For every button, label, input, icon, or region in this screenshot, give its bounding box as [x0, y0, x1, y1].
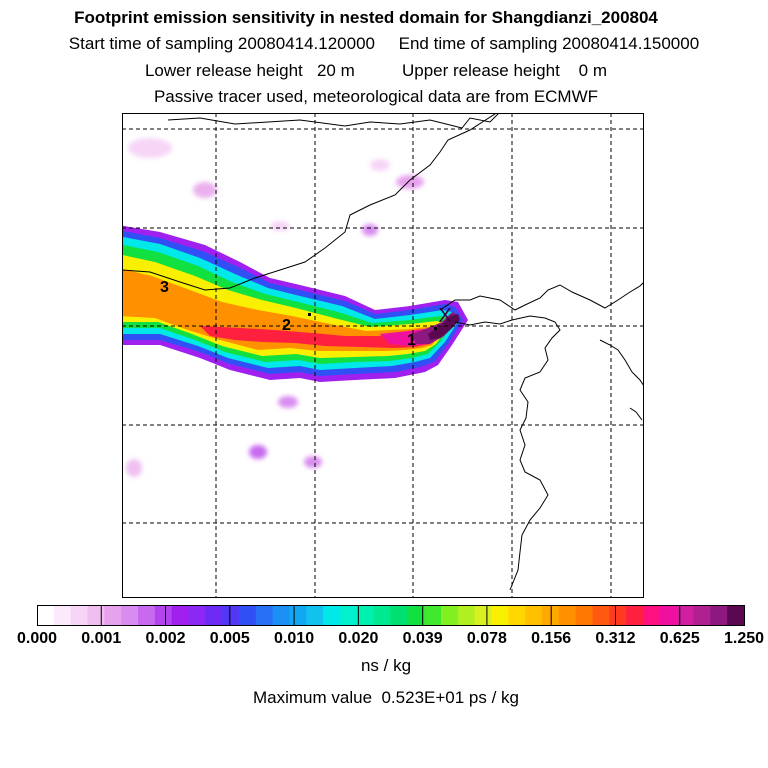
faint-patch: [362, 224, 378, 236]
colorbar-tick-label: 0.625: [659, 630, 700, 647]
colorbar-cell: [272, 605, 291, 625]
colorbar-frame: [37, 605, 745, 626]
faint-patch: [128, 138, 172, 158]
colorbar-cell: [255, 605, 274, 625]
plume-layer-orange: [122, 268, 442, 351]
colorbar-cell: [558, 605, 577, 625]
tracer-info-subtitle: Passive tracer used, meteorological data…: [153, 87, 599, 106]
colorbar-cell: [188, 605, 206, 625]
colorbar-units: ns / kg: [360, 656, 412, 675]
colorbar-cell: [710, 605, 728, 625]
graticule: [122, 113, 644, 598]
colorbar-cell: [323, 605, 341, 625]
coastline-islands: [599, 339, 644, 387]
chart-title: Footprint emission sensitivity in nested…: [74, 8, 658, 27]
colorbar-cell: [390, 605, 408, 625]
faint-patch: [249, 445, 267, 459]
colorbar-tick-label: 0.000: [16, 630, 58, 647]
colorbar-cell: [70, 605, 89, 625]
colorbar-tick-label: 0.312: [595, 630, 636, 647]
colorbar-tick-label: 0.010: [274, 630, 315, 647]
colorbar-cell: [508, 605, 526, 625]
release-height-subtitle: Lower release height 20 m Upper release …: [144, 61, 608, 80]
colorbar-cell: [373, 605, 392, 625]
faint-patch: [278, 396, 298, 408]
colorbar-tick-label: 0.001: [81, 630, 122, 647]
colorbar-cell: [693, 605, 711, 625]
faint-patches: [126, 138, 424, 477]
colorbar-cell: [676, 605, 695, 625]
colorbar-cell: [222, 605, 240, 625]
colorbar-cell: [53, 605, 72, 625]
colorbar-tick-label: 0.039: [402, 630, 443, 647]
colorbar-cell: [356, 605, 375, 625]
colorbar-cell: [289, 605, 307, 625]
faint-patch: [193, 182, 217, 198]
plume-label-3: 3: [160, 279, 169, 296]
colorbar-cell: [87, 605, 105, 625]
colorbar-cell: [121, 605, 139, 625]
colorbar-tick-label: 0.005: [209, 630, 250, 647]
colorbar-cell: [474, 605, 493, 625]
colorbar-cell: [171, 605, 190, 625]
colorbar-cell: [457, 605, 476, 625]
colorbar-cell: [37, 605, 55, 625]
colorbar-cell: [340, 605, 358, 625]
colorbar-cell: [626, 605, 644, 625]
colorbar-cell: [592, 605, 610, 625]
max-value-label: Maximum value 0.523E+01 ps / kg: [253, 688, 519, 707]
coastlines: [122, 113, 644, 591]
colorbar-cell: [727, 605, 745, 625]
colorbar-cell: [154, 605, 173, 625]
plume-label-1: 1: [407, 332, 416, 349]
plume-field: [122, 138, 468, 477]
plume-layer-red: [200, 326, 440, 348]
plume-dot: [308, 313, 311, 316]
colorbar-cell: [138, 605, 156, 625]
colorbar-tick-label: 0.020: [338, 630, 379, 647]
colorbar-dividers: [100, 605, 681, 625]
colorbar-tick-label: 0.156: [531, 630, 572, 647]
colorbar-cell: [575, 605, 594, 625]
coastline-peninsula: [439, 281, 644, 311]
colorbar-tick-label: 1.250: [723, 630, 765, 647]
colorbar-cell: [491, 605, 509, 625]
colorbar-cell: [407, 605, 425, 625]
sampling-time-subtitle: Start time of sampling 20080414.120000 E…: [68, 34, 700, 53]
colorbar-cell: [525, 605, 543, 625]
colorbar-tick-label: 0.078: [466, 630, 507, 647]
colorbar-cell: [659, 605, 678, 625]
faint-patch: [396, 175, 424, 189]
coastline-east: [454, 315, 561, 591]
colorbar-cell: [441, 605, 459, 625]
colorbar-cell: [609, 605, 627, 625]
release-marker: X: [438, 305, 451, 327]
coastline-islands: [629, 407, 643, 421]
plume-layers: [122, 225, 468, 382]
coastline-bohai: [122, 113, 498, 291]
colorbar-cell: [306, 605, 324, 625]
colorbar-cell: [205, 605, 223, 625]
colorbar-tick-label: 0.002: [145, 630, 186, 647]
plume-layer-peak: [428, 314, 460, 340]
plume-label-2: 2: [282, 317, 291, 334]
colorbar-cell: [239, 605, 257, 625]
colorbar-cell: [424, 605, 442, 625]
faint-patch: [304, 456, 322, 468]
colorbar-cells: [37, 605, 745, 625]
faint-patch: [126, 459, 142, 477]
faint-patch: [370, 159, 390, 171]
map-frame: [122, 113, 644, 598]
plume-dot: [434, 327, 437, 330]
colorbar-cell: [104, 605, 122, 625]
coastline-north: [167, 113, 500, 129]
colorbar-cell: [643, 605, 661, 625]
